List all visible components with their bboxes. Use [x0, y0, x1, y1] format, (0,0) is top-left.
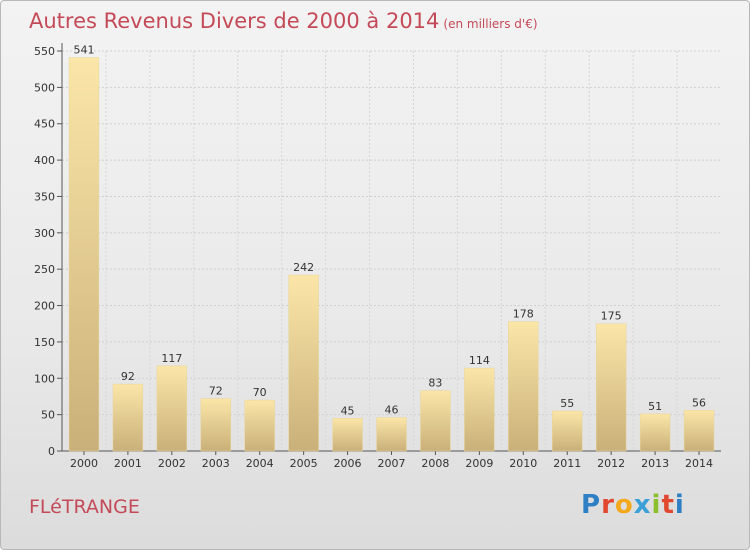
- x-tick-label: 2012: [597, 457, 625, 470]
- x-tick-label: 2003: [202, 457, 230, 470]
- x-tick-label: 2006: [334, 457, 362, 470]
- proxiti-logo: Proxiti: [581, 490, 685, 520]
- y-tick-label: 50: [41, 409, 55, 422]
- y-tick-label: 500: [34, 81, 55, 94]
- y-tick-label: 200: [34, 300, 55, 313]
- bar-2001: [112, 383, 144, 452]
- logo-letter: o: [614, 490, 634, 520]
- x-tick-label: 2001: [114, 457, 142, 470]
- bar-2009: [464, 367, 495, 452]
- x-tick-label: 2009: [465, 457, 493, 470]
- x-tick-label: 2010: [509, 457, 537, 470]
- bar-2004: [244, 399, 275, 452]
- value-label: 55: [560, 397, 574, 410]
- logo-letter: P: [581, 490, 602, 520]
- logo-letter: x: [633, 490, 652, 520]
- bar-2000: [68, 57, 100, 452]
- x-tick-label: 2008: [421, 457, 449, 470]
- bar-2011: [552, 410, 583, 452]
- x-tick-label: 2005: [290, 457, 318, 470]
- logo-letter: r: [601, 490, 615, 520]
- bar-2013: [639, 413, 671, 452]
- x-tick-label: 2004: [246, 457, 274, 470]
- bar-2012: [595, 323, 627, 452]
- bar-2005: [288, 274, 319, 452]
- value-label: 175: [601, 310, 622, 323]
- value-label: 92: [121, 370, 135, 383]
- x-tick-label: 2013: [641, 457, 669, 470]
- place-name: FLéTRANGE: [29, 496, 140, 518]
- value-label: 51: [648, 400, 662, 413]
- y-tick-label: 100: [34, 372, 55, 385]
- x-tick-label: 2007: [378, 457, 406, 470]
- logo-letter: t: [661, 490, 675, 520]
- value-label: 114: [469, 354, 490, 367]
- logo-letter: i: [674, 490, 685, 520]
- bar-2007: [376, 417, 407, 452]
- chart-title: Autres Revenus Divers de 2000 à 2014 (en …: [29, 9, 538, 33]
- logo-letter: i: [651, 490, 662, 520]
- x-tick-label: 2002: [158, 457, 186, 470]
- y-tick-label: 150: [34, 336, 55, 349]
- value-label: 178: [513, 308, 534, 321]
- y-tick-label: 550: [34, 45, 55, 58]
- value-label: 117: [161, 352, 182, 365]
- value-label: 56: [692, 396, 706, 409]
- x-tick-label: 2014: [685, 457, 713, 470]
- bar-2006: [332, 418, 363, 452]
- y-tick-label: 400: [34, 154, 55, 167]
- bar-2003: [200, 398, 231, 452]
- y-tick-label: 350: [34, 190, 55, 203]
- x-tick-label: 2000: [70, 457, 98, 470]
- y-tick-label: 250: [34, 263, 55, 276]
- value-label: 45: [341, 404, 355, 417]
- chart-subtitle: (en milliers d'€): [443, 17, 538, 31]
- bar-2002: [156, 365, 188, 452]
- value-label: 72: [209, 385, 223, 398]
- bar-2008: [420, 390, 451, 452]
- x-tick-label: 2011: [553, 457, 581, 470]
- chart-title-text: Autres Revenus Divers de 2000 à 2014: [29, 9, 440, 33]
- bar-2014: [683, 410, 715, 452]
- y-tick-label: 300: [34, 227, 55, 240]
- y-tick-label: 0: [48, 445, 55, 458]
- bar-2010: [508, 321, 539, 452]
- labels: 0 50 100 150 200 250 300 350 400 450 500 550 541 2000…: [34, 44, 713, 470]
- value-label: 242: [293, 261, 314, 274]
- value-label: 70: [253, 386, 267, 399]
- bars: [68, 57, 715, 452]
- y-tick-label: 450: [34, 118, 55, 131]
- value-label: 541: [73, 44, 94, 57]
- value-label: 46: [385, 404, 399, 417]
- value-label: 83: [428, 377, 442, 390]
